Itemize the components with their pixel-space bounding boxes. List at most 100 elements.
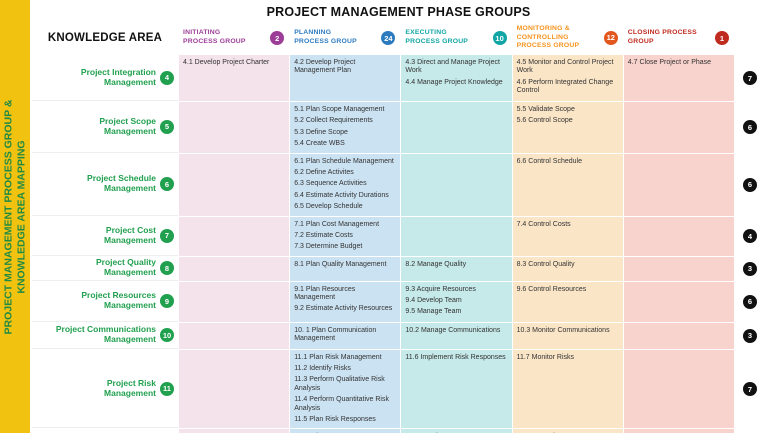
process-cell xyxy=(179,429,290,433)
process-item: 5.3 Define Scope xyxy=(294,128,348,136)
process-cell: 5.5 Validate Scope 5.6 Control Scope xyxy=(512,102,623,153)
process-cell: 12. 1 Plan Procurements Management xyxy=(290,429,401,433)
process-cell: 12.3 Control Procurements xyxy=(512,429,623,433)
column-header-line1: EXECUTING xyxy=(405,29,447,37)
row-total-cell: 3 xyxy=(735,323,765,349)
process-item: 6.6 Control Schedule xyxy=(516,157,582,165)
column-count-badge: 12 xyxy=(603,30,618,45)
process-cell xyxy=(179,102,290,153)
knowledge-area-cell: Project Resources Management 9 xyxy=(32,282,178,322)
knowledge-area-header: KNOWLEDGE AREA xyxy=(47,32,163,44)
knowledge-area-name-line2: Management xyxy=(104,334,156,345)
column-header-line1: PLANNING xyxy=(294,29,332,37)
process-cell: 12.2 Conduct Procurements xyxy=(401,429,512,433)
knowledge-area-number-badge: 4 xyxy=(160,70,174,85)
column-header-line1: INITIATING xyxy=(183,29,221,37)
process-cell xyxy=(179,281,290,322)
process-item: 8.2 Manage Quality xyxy=(405,260,467,268)
knowledge-area-cell: Project Risk Management 11 xyxy=(32,350,178,429)
matrix-rows: Project Integration Management 4 4.1 Develo… xyxy=(32,55,765,433)
process-cell xyxy=(179,216,290,256)
knowledge-area-name: Project Quality xyxy=(96,257,156,268)
process-item: 11.2 Identify Risks xyxy=(294,365,351,373)
column-header-label: CLOSING PROCESS GROUP xyxy=(628,29,697,47)
vertical-title-banner: PROJECT MANAGEMENT PROCESS GROUP & KNOWL… xyxy=(0,0,30,433)
knowledge-area-number-badge: 11 xyxy=(160,381,174,396)
row-total-badge: 6 xyxy=(742,294,757,309)
knowledge-area-name: Project Scope xyxy=(99,116,156,127)
process-item: 6.3 Sequence Activities xyxy=(294,180,367,188)
column-header-line1: MONITORING & CONTROLLING xyxy=(516,24,570,41)
knowledge-area-number-badge: 10 xyxy=(160,328,174,343)
row-total-badge: 6 xyxy=(742,177,757,192)
process-cell xyxy=(623,102,734,153)
process-item: 5.6 Control Scope xyxy=(516,117,573,125)
process-item: 7.1 Plan Cost Management xyxy=(294,220,380,228)
row-total-cell: 7 xyxy=(735,55,765,101)
row-total-badge: 4 xyxy=(742,229,757,244)
process-item: 4.1 Develop Project Charter xyxy=(183,59,270,66)
column-header-3: EXECUTING PROCESS GROUP 10 xyxy=(401,29,511,47)
process-item: 8.3 Control Quality xyxy=(516,260,575,268)
column-header-label: EXECUTING PROCESS GROUP xyxy=(405,29,468,47)
knowledge-area-label: Project Scope Management xyxy=(99,116,156,137)
process-item: 5.2 Collect Requirements xyxy=(294,117,373,125)
matrix-row-1: Project Integration Management 4 4.1 Develo… xyxy=(32,55,765,101)
process-cell: 4.7 Close Project or Phase xyxy=(623,55,734,101)
column-count-badge: 10 xyxy=(492,31,507,45)
process-cell: 11.6 Implement Risk Responses xyxy=(401,349,512,429)
process-item: 11.4 Perform Quantitative Risk Analysis xyxy=(294,396,389,412)
process-item: 6.2 Define Activites xyxy=(294,168,354,176)
process-cell xyxy=(623,256,734,281)
process-item: 10.3 Monitor Communications xyxy=(516,326,610,334)
column-header-line2: PROCESS GROUP xyxy=(516,42,580,50)
knowledge-area-name: Project Resources xyxy=(81,290,156,301)
knowledge-area-name-line2: Management xyxy=(104,300,156,311)
knowledge-area-number-badge: 5 xyxy=(160,119,174,134)
knowledge-area-label: Project Integration Management xyxy=(81,67,156,88)
column-header-4: MONITORING & CONTROLLING PROCESS GROUP 12 xyxy=(513,25,623,51)
process-item: 4.5 Monitor and Control Project Work xyxy=(516,59,614,75)
process-cell: 7.1 Plan Cost Management 7.2 Estimate Cos… xyxy=(290,216,401,256)
matrix-row-8: Project Risk Management 11 11.1 Plan Risk M… xyxy=(32,349,765,429)
row-total-cell: 6 xyxy=(735,282,765,322)
column-header-row: KNOWLEDGE AREA INITIATING PROCESS GROUP 2 P… xyxy=(32,22,765,54)
matrix-row-2: Project Scope Management 5 5.1 Plan Scope M… xyxy=(32,102,765,153)
process-cell: 7.4 Control Costs xyxy=(512,216,623,256)
knowledge-area-label: Project ProcurementManagement xyxy=(72,431,156,433)
knowledge-area-name: Project Cost xyxy=(105,224,156,235)
process-cell xyxy=(179,349,290,429)
process-item: 11.3 Perform Qualitative Risk Analysis xyxy=(294,376,385,392)
process-cell xyxy=(623,153,734,216)
process-item: 4.4 Manage Project Knowledge xyxy=(405,78,503,86)
process-cell: 8.1 Plan Quality Management xyxy=(290,256,401,281)
matrix-row-7: Project Communications Management 10 10. 1 … xyxy=(32,322,765,349)
knowledge-area-label: Project Schedule Management xyxy=(87,173,156,194)
process-item: 5.5 Validate Scope xyxy=(516,106,575,113)
process-cell: 6.1 Plan Schedule Management 6.2 Define A… xyxy=(290,153,401,216)
process-cell xyxy=(401,102,512,153)
process-cell: 9.6 Control Resources xyxy=(512,281,623,322)
process-item: 4.6 Perform Integrated Change Control xyxy=(516,78,614,95)
column-header-2: PLANNING PROCESS GROUP 24 xyxy=(290,29,400,47)
process-item: 7.2 Estimate Costs xyxy=(294,231,353,239)
process-cell xyxy=(623,429,734,433)
vertical-title-banner-inner: PROJECT MANAGEMENT PROCESS GROUP & KNOWL… xyxy=(0,0,30,433)
knowledge-area-name: Project Procurement xyxy=(72,431,156,433)
column-count-badge: 1 xyxy=(714,31,729,45)
process-item: 9.3 Acquire Resources xyxy=(405,285,476,293)
knowledge-area-label: Project Cost Management xyxy=(104,224,156,246)
row-total-cell: 6 xyxy=(735,102,765,153)
knowledge-area-label: Project Quality Management xyxy=(96,258,156,278)
matrix-main: PROJECT MANAGEMENT PHASE GROUPS KNOWLEDG… xyxy=(30,0,768,433)
process-cell: 11.1 Plan Risk Management 11.2 Identify R… xyxy=(290,349,401,429)
process-item: 5.1 Plan Scope Management xyxy=(294,106,385,113)
matrix-row-9: Project ProcurementManagement12 12. 1 Pla… xyxy=(32,429,765,433)
column-header-line2: GROUP xyxy=(627,38,654,45)
vertical-title-line2: KNOWLEDGE AREA MAPPING xyxy=(15,139,27,294)
column-header-line2: PROCESS GROUP xyxy=(294,38,357,45)
row-total-cell: 4 xyxy=(735,217,765,256)
process-cell xyxy=(179,322,290,349)
process-cell xyxy=(623,216,734,256)
knowledge-area-name: Project Risk xyxy=(106,377,156,388)
